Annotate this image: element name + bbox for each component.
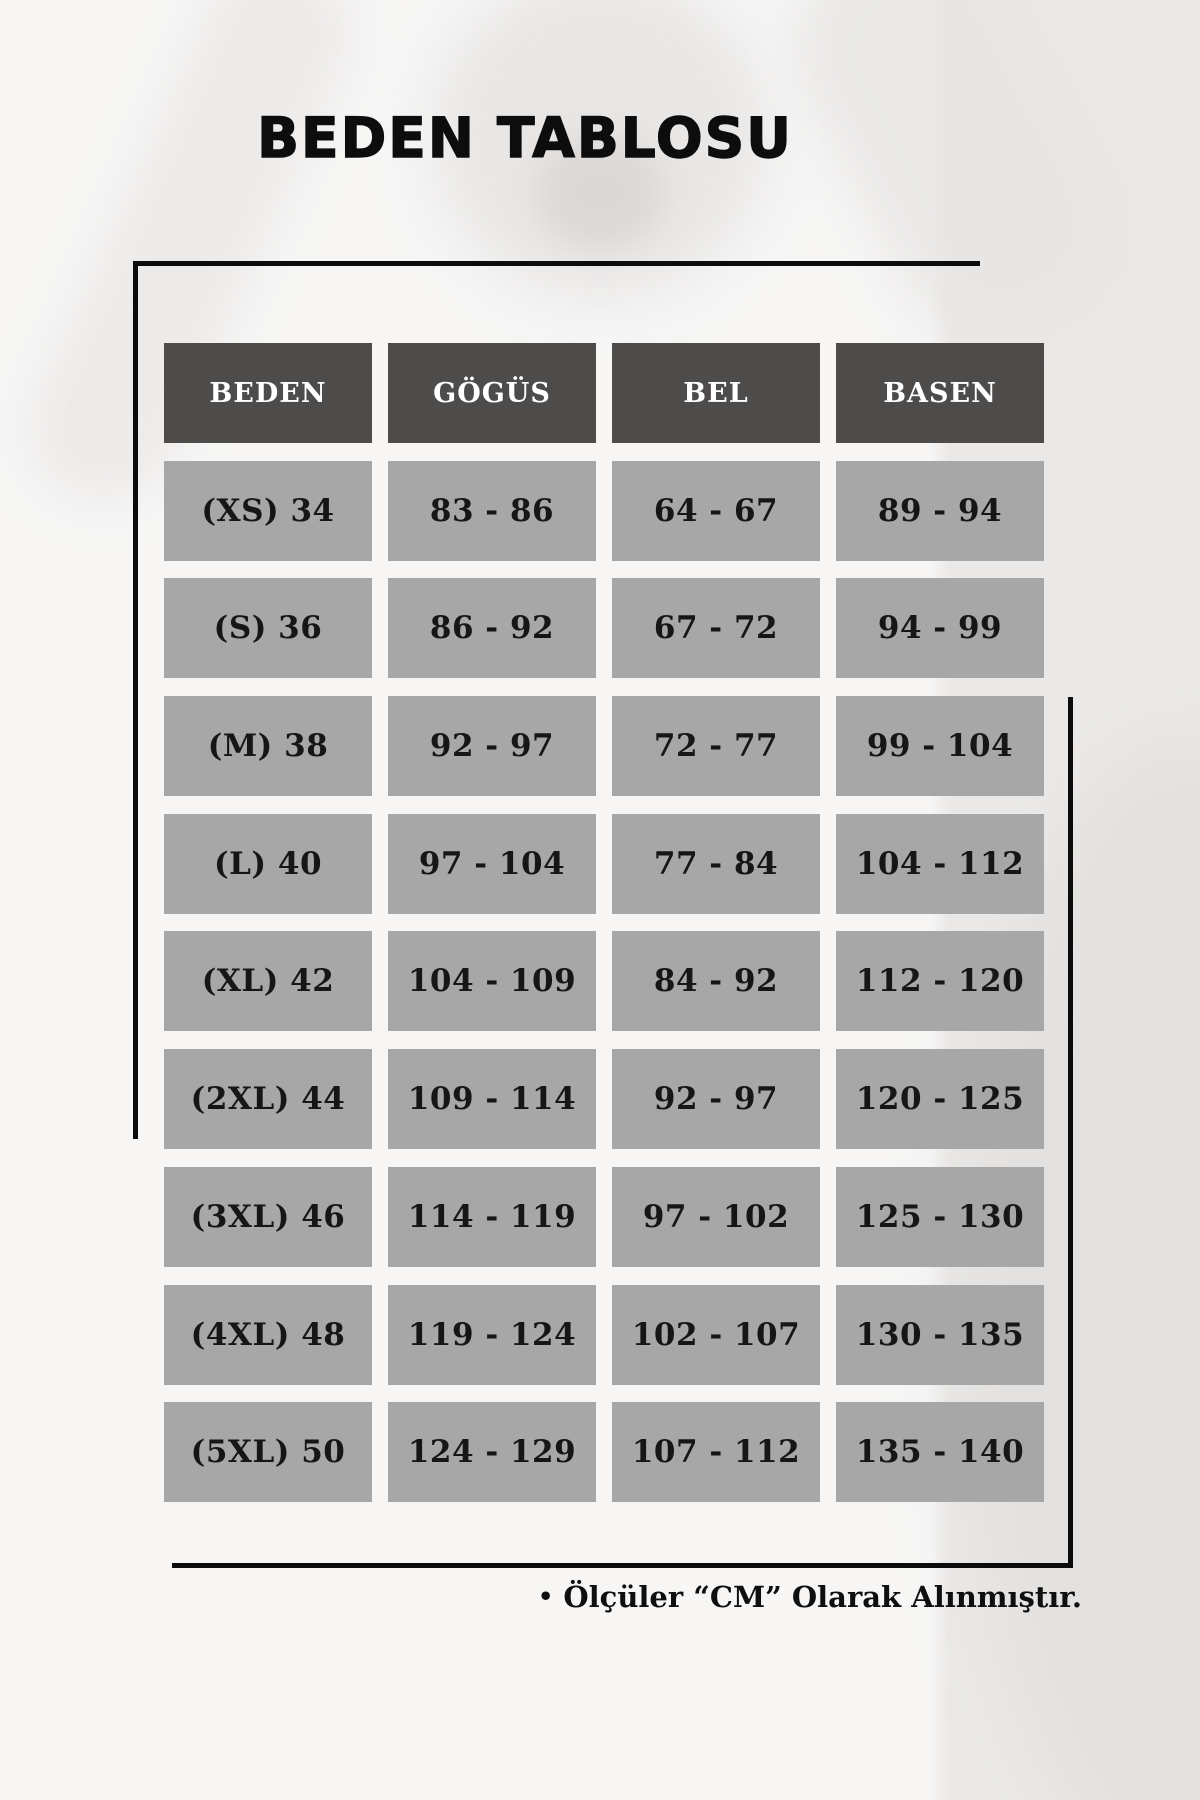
table-cell: (3XL) 46 (164, 1166, 372, 1267)
table-cell: 84 - 92 (612, 931, 820, 1032)
table-cell: 119 - 124 (388, 1284, 596, 1385)
table-cell: (M) 38 (164, 696, 372, 797)
column-header-beden: BEDEN (164, 343, 372, 443)
bullet-icon: • (538, 1582, 554, 1611)
table-cell: 130 - 135 (836, 1284, 1044, 1385)
table-cell: (XL) 42 (164, 931, 372, 1032)
table-cell: 135 - 140 (836, 1402, 1044, 1503)
table-cell: 92 - 97 (388, 696, 596, 797)
table-cell: 99 - 104 (836, 696, 1044, 797)
table-cell: 97 - 102 (612, 1166, 820, 1267)
table-cell: 120 - 125 (836, 1049, 1044, 1150)
frame-right-line (1068, 697, 1073, 1568)
table-cell: 72 - 77 (612, 696, 820, 797)
frame-left-line (133, 261, 138, 1139)
table-cell: (2XL) 44 (164, 1049, 372, 1150)
table-cell: 92 - 97 (612, 1049, 820, 1150)
table-cell: 104 - 109 (388, 931, 596, 1032)
table-cell: 97 - 104 (388, 813, 596, 914)
column-header-basen: BASEN (836, 343, 1044, 443)
table-cell: 83 - 86 (388, 460, 596, 561)
table-cell: (4XL) 48 (164, 1284, 372, 1385)
table-cell: 94 - 99 (836, 578, 1044, 679)
table-cell: 112 - 120 (836, 931, 1044, 1032)
table-cell: 124 - 129 (388, 1402, 596, 1503)
page-title: BEDEN TABLOSU (256, 105, 793, 170)
frame-bottom-line (172, 1563, 1073, 1568)
table-cell: 77 - 84 (612, 813, 820, 914)
frame-top-line (133, 261, 980, 266)
table-cell: 104 - 112 (836, 813, 1044, 914)
table-cell: 114 - 119 (388, 1166, 596, 1267)
table-cell: 67 - 72 (612, 578, 820, 679)
table-cell: 64 - 67 (612, 460, 820, 561)
table-cell: (S) 36 (164, 578, 372, 679)
column-header-bel: BEL (612, 343, 820, 443)
table-cell: 102 - 107 (612, 1284, 820, 1385)
measurement-note: • Ölçüler “CM” Olarak Alınmıştır. (538, 1580, 1082, 1614)
measurement-note-text: Ölçüler “CM” Olarak Alınmıştır. (563, 1580, 1082, 1614)
table-cell: (XS) 34 (164, 460, 372, 561)
table-cell: 107 - 112 (612, 1402, 820, 1503)
table-cell: (5XL) 50 (164, 1402, 372, 1503)
size-table: BEDEN GÖGÜS BEL BASEN (XS) 34 83 - 86 64… (164, 343, 1044, 1503)
column-header-gogus: GÖGÜS (388, 343, 596, 443)
table-cell: 125 - 130 (836, 1166, 1044, 1267)
table-cell: 86 - 92 (388, 578, 596, 679)
background-silhouette-shadow (535, 135, 665, 250)
table-cell: (L) 40 (164, 813, 372, 914)
table-cell: 89 - 94 (836, 460, 1044, 561)
table-cell: 109 - 114 (388, 1049, 596, 1150)
